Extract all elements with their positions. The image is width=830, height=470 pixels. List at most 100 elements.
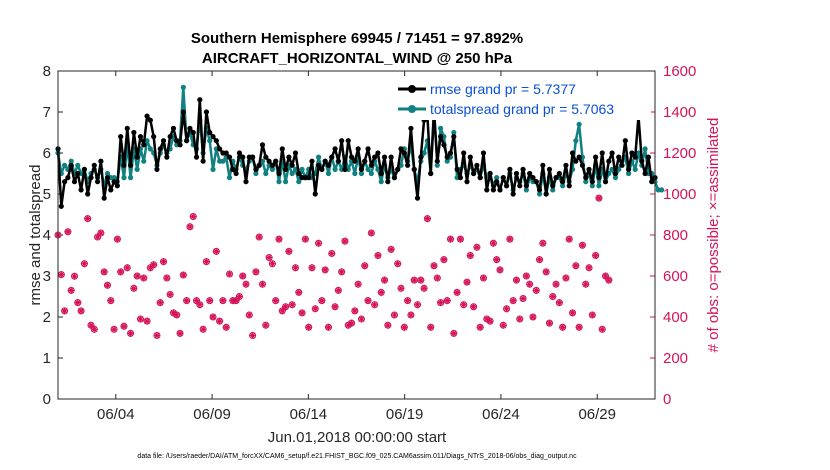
legend-rmse-marker — [408, 85, 416, 93]
obs-assimilated-point — [549, 293, 557, 300]
obs-assimilated-point — [136, 315, 144, 323]
obs-assimilated-point — [160, 258, 168, 266]
obs-assimilated-point — [351, 307, 359, 315]
rmse-point — [174, 138, 180, 144]
rmse-point — [619, 162, 625, 168]
rmse-point — [306, 175, 312, 181]
rmse-point — [352, 158, 358, 164]
obs-assimilated-point — [324, 323, 332, 331]
obs-assimilated-point — [153, 331, 161, 339]
rmse-point — [609, 150, 615, 156]
spread-point — [180, 84, 186, 90]
obs-assimilated-point — [163, 274, 171, 282]
right-y-tick-label: 0 — [663, 391, 671, 408]
spread-point — [299, 166, 305, 172]
rmse-point — [187, 125, 193, 131]
rmse-point — [527, 170, 533, 177]
rmse-point — [533, 179, 539, 185]
obs-assimilated-point — [473, 243, 481, 251]
obs-assimilated-point — [272, 297, 280, 305]
rmse-point — [94, 179, 101, 185]
spread-point — [421, 150, 427, 156]
spread-point — [632, 166, 638, 172]
spread-point — [61, 162, 68, 168]
rmse-point — [372, 154, 378, 160]
rmse-point — [391, 175, 398, 181]
rmse-point — [167, 134, 173, 140]
obs-assimilated-point — [308, 264, 316, 272]
obs-assimilated-point — [506, 235, 514, 243]
obs-assimilated-point — [94, 233, 102, 241]
rmse-point — [523, 183, 529, 189]
spread-point — [104, 170, 111, 177]
rmse-point — [438, 134, 444, 140]
rmse-point — [266, 158, 272, 164]
obs-assimilated-point — [133, 272, 141, 280]
obs-assimilated-point — [186, 223, 194, 231]
obs-assimilated-point — [212, 247, 220, 255]
rmse-point — [98, 158, 104, 164]
left-y-tick-label: 4 — [43, 227, 51, 244]
rmse-point — [124, 125, 130, 131]
rmse-point — [226, 154, 233, 160]
rmse-point — [121, 162, 127, 168]
obs-assimilated-point — [536, 256, 544, 264]
obs-assimilated-point — [447, 235, 455, 243]
obs-assimilated-point — [588, 311, 596, 319]
rmse-point — [335, 158, 341, 164]
rmse-point — [151, 134, 157, 140]
legend: rmse grand pr = 5.7377 totalspread grand… — [396, 78, 651, 120]
rmse-point — [583, 175, 589, 181]
rmse-point — [626, 166, 632, 172]
spread-point — [378, 179, 384, 185]
left-y-tick-label: 0 — [43, 391, 51, 408]
rmse-point — [606, 158, 612, 164]
rmse-point — [586, 166, 592, 172]
chart-title-line2: AIRCRAFT_HORIZONTAL_WIND @ 250 hPa — [202, 50, 513, 67]
obs-assimilated-point — [367, 229, 375, 237]
rmse-point — [540, 162, 546, 168]
obs-assimilated-point — [315, 239, 323, 247]
rmse-point — [510, 191, 516, 197]
x-axis-label: Jun.01,2018 00:00:00 start — [268, 429, 447, 446]
rmse-point — [477, 175, 483, 181]
obs-assimilated-point — [189, 213, 197, 221]
spread-point — [121, 175, 127, 181]
rmse-point — [259, 142, 266, 148]
spread-point — [253, 170, 259, 177]
obs-assimilated-point — [417, 276, 425, 284]
obs-assimilated-point — [265, 254, 273, 262]
rmse-point — [546, 166, 553, 172]
obs-assimilated-point — [166, 290, 174, 298]
rmse-point — [569, 150, 576, 156]
rmse-point — [61, 179, 68, 185]
rmse-point — [286, 154, 292, 160]
rmse-point — [596, 175, 602, 181]
left-y-axis-label: rmse and totalspread — [27, 165, 44, 306]
rmse-point — [550, 183, 556, 189]
rmse-point — [101, 195, 107, 201]
spread-point — [127, 175, 134, 181]
obs-assimilated-point — [423, 215, 431, 223]
rmse-point — [233, 170, 239, 177]
rmse-point — [441, 142, 447, 148]
obs-assimilated-point — [470, 303, 478, 311]
rmse-point — [517, 183, 523, 189]
right-y-axis-ticks: 0 200 400 600 800 1000 1200 1400 1600 — [650, 63, 696, 408]
obs-assimilated-point — [123, 264, 131, 272]
right-y-tick-label: 1000 — [663, 186, 696, 203]
rmse-point — [632, 154, 638, 160]
rmse-point — [378, 170, 384, 177]
obs-assimilated-point — [562, 274, 570, 282]
rmse-point — [217, 146, 223, 152]
rmse-point — [137, 134, 144, 140]
obs-assimilated-point — [503, 305, 511, 313]
obs-assimilated-point — [80, 260, 88, 268]
obs-assimilated-point — [295, 288, 303, 296]
rmse-point — [322, 158, 328, 164]
rmse-point — [203, 109, 210, 115]
spread-point — [220, 158, 226, 164]
rmse-point — [342, 166, 348, 172]
obs-assimilated-point — [460, 301, 468, 309]
rmse-point — [398, 146, 404, 152]
